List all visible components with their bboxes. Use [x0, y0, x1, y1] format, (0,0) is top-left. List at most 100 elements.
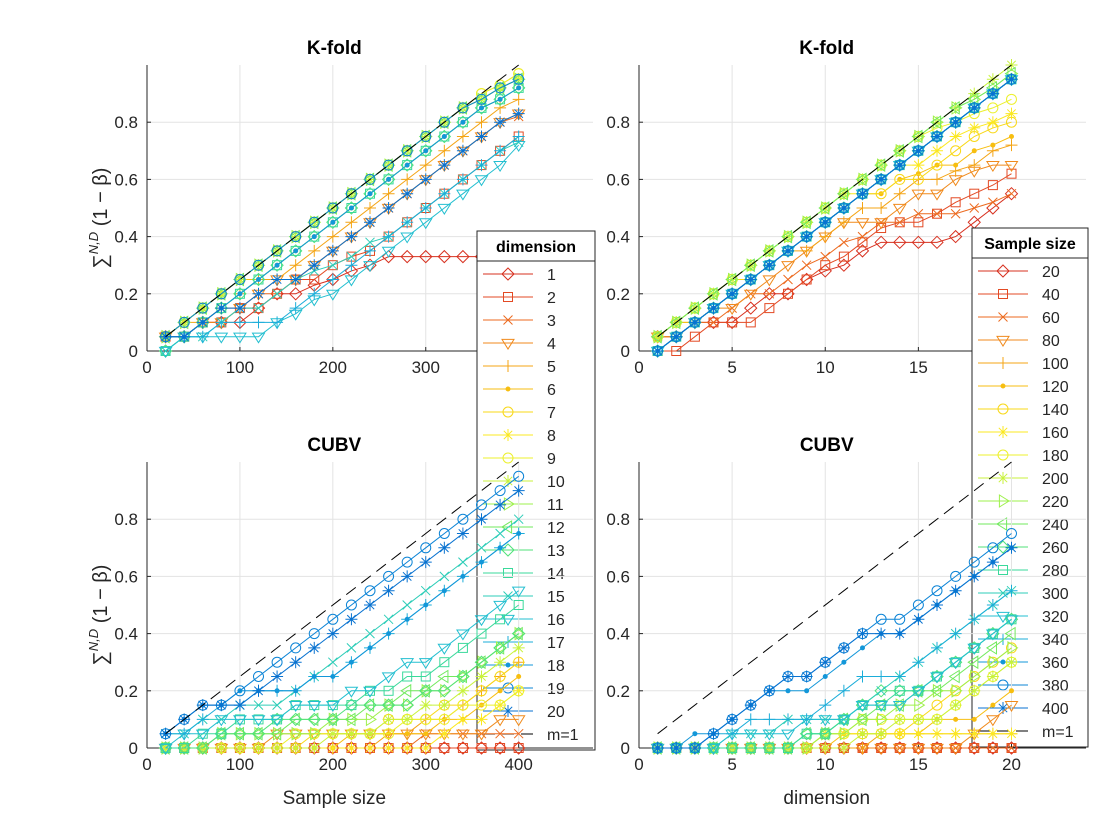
data-point: [783, 743, 793, 753]
data-point: [179, 743, 190, 753]
data-point: [969, 743, 980, 753]
data-point: [365, 712, 377, 727]
data-point: [894, 685, 905, 696]
series-line: [657, 618, 1012, 749]
data-point: [418, 218, 433, 230]
data-point: [195, 729, 210, 741]
data-point: [953, 162, 959, 168]
data-point: [233, 699, 246, 712]
series-10: [159, 641, 525, 754]
data-point: [423, 148, 429, 154]
series-100: [651, 139, 1018, 343]
data-point: [990, 142, 996, 148]
data-point: [458, 100, 470, 115]
series-line: [657, 547, 1012, 749]
legend-title: Sample size: [984, 236, 1076, 253]
data-point: [856, 202, 869, 214]
data-point: [913, 208, 924, 219]
legend: dimension1234567891011121314151617181920…: [476, 230, 596, 751]
x-tick-label: 100: [226, 358, 254, 377]
data-point: [311, 674, 317, 679]
legend-entry-140: 140: [978, 402, 1069, 419]
legend-marker: [503, 315, 513, 325]
data-point: [930, 683, 942, 698]
data-point: [345, 188, 357, 200]
data-point: [912, 144, 925, 157]
data-point: [968, 671, 980, 682]
data-point: [708, 317, 719, 328]
data-point: [746, 258, 758, 273]
data-point: [707, 727, 720, 740]
data-point: [875, 670, 888, 683]
legend-label: 5: [547, 359, 556, 376]
data-point: [419, 249, 433, 264]
data-point: [762, 275, 777, 287]
series-400: [651, 73, 1018, 357]
data-point: [383, 728, 395, 740]
legend-marker: [996, 540, 1010, 554]
data-point: [326, 627, 339, 640]
data-point: [457, 513, 469, 525]
data-point: [474, 655, 489, 669]
data-point: [251, 726, 266, 741]
data-point: [818, 726, 830, 741]
data-point: [875, 173, 888, 186]
data-point: [233, 302, 246, 315]
data-point: [513, 728, 524, 739]
data-point: [251, 258, 263, 273]
legend-entry-20: 20: [483, 704, 565, 721]
data-point: [1006, 188, 1017, 199]
data-point: [456, 527, 469, 540]
x-tick-label: 300: [412, 358, 440, 377]
series-12: [158, 72, 523, 344]
data-point: [1004, 66, 1016, 81]
legend-entry-5: 5: [483, 359, 556, 376]
y-axis-label-sum: ∑: [90, 254, 112, 268]
data-point: [160, 346, 171, 356]
series-19: [160, 470, 525, 740]
data-point: [437, 643, 452, 655]
legend-title: dimension: [496, 239, 576, 256]
data-point: [494, 485, 506, 497]
data-point: [513, 82, 524, 93]
data-point: [511, 586, 526, 598]
data-point: [968, 684, 981, 697]
legend-label: 4: [547, 336, 556, 353]
data-point: [985, 161, 1000, 173]
data-point: [987, 102, 999, 114]
data-point: [970, 669, 982, 684]
data-point: [493, 80, 505, 95]
data-point: [345, 599, 357, 611]
data-point: [672, 315, 684, 330]
data-point: [743, 729, 758, 741]
legend-marker: [502, 452, 514, 464]
data-point: [783, 229, 795, 244]
data-point: [953, 716, 959, 722]
data-point: [419, 742, 432, 754]
data-point: [781, 229, 793, 244]
data-point: [400, 658, 415, 670]
data-point: [874, 158, 886, 173]
data-point: [456, 629, 470, 641]
data-point: [762, 287, 777, 301]
data-point: [460, 573, 466, 579]
data-point: [671, 346, 682, 356]
data-point: [725, 272, 737, 287]
legend-marker: [505, 662, 511, 668]
reference-line-m1: [657, 461, 1012, 735]
series-line: [165, 144, 520, 352]
data-point: [512, 107, 525, 120]
data-point: [423, 602, 429, 608]
data-point: [967, 92, 979, 107]
legend-label: 400: [1042, 701, 1069, 718]
data-point: [270, 715, 284, 727]
data-point: [253, 274, 264, 285]
data-point: [874, 218, 889, 230]
data-point: [801, 728, 812, 739]
data-point: [764, 743, 775, 753]
data-point: [894, 173, 906, 185]
data-point: [420, 145, 431, 156]
legend-label: 260: [1042, 540, 1069, 557]
legend-label: 6: [547, 382, 556, 399]
